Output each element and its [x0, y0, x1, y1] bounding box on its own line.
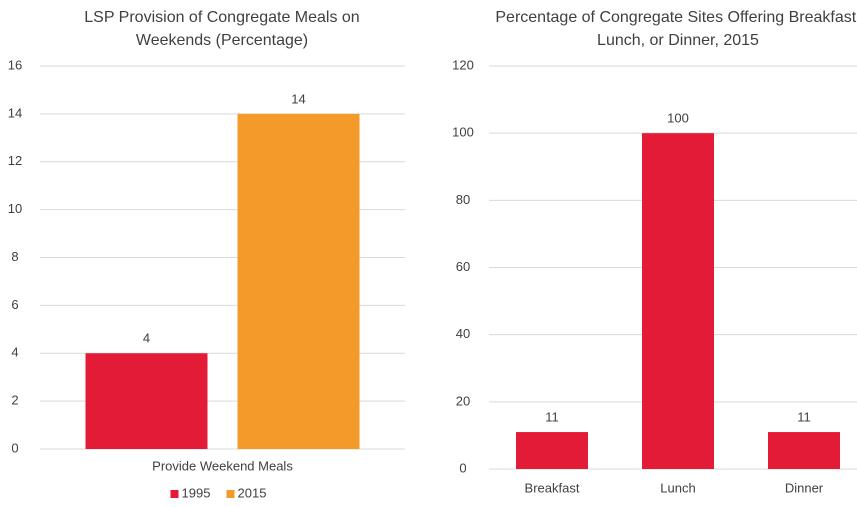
- data-label: 11: [545, 409, 559, 424]
- x-tick-label: Lunch: [660, 480, 695, 495]
- y-tick-label: 6: [11, 297, 18, 312]
- legend-swatch: [226, 490, 235, 498]
- x-tick-label: Provide Weekend Meals: [152, 458, 293, 473]
- y-tick-label: 40: [456, 326, 470, 341]
- data-label: 11: [797, 409, 811, 424]
- x-tick-label: Dinner: [785, 480, 824, 495]
- bar: [85, 353, 208, 449]
- legend-label: 2015: [238, 485, 267, 500]
- bar: [768, 432, 840, 469]
- chart-title: LSP Provision of Congregate Meals on Wee…: [84, 9, 360, 49]
- legend-label: 1995: [182, 485, 211, 500]
- y-tick-label: 120: [452, 57, 474, 72]
- data-label: 100: [667, 111, 689, 126]
- y-tick-label: 0: [11, 440, 18, 455]
- bar: [642, 133, 714, 469]
- bar: [237, 113, 360, 449]
- y-tick-label: 10: [8, 201, 22, 216]
- y-tick-label: 80: [456, 192, 470, 207]
- y-tick-label: 16: [8, 57, 22, 72]
- x-tick-label: Breakfast: [525, 480, 580, 495]
- y-tick-label: 4: [11, 345, 18, 360]
- y-tick-label: 2: [11, 393, 18, 408]
- chart-title: Percentage of Congregate Sites Offering …: [495, 9, 857, 49]
- y-tick-label: 8: [11, 249, 18, 264]
- y-tick-label: 60: [456, 259, 470, 274]
- bar: [516, 432, 588, 469]
- y-tick-label: 20: [456, 393, 470, 408]
- data-label: 14: [291, 91, 305, 106]
- y-tick-label: 12: [8, 153, 22, 168]
- y-tick-label: 100: [452, 125, 474, 140]
- legend-swatch: [170, 490, 179, 498]
- y-tick-label: 14: [8, 105, 22, 120]
- y-tick-label: 0: [459, 460, 466, 475]
- data-label: 4: [143, 331, 150, 346]
